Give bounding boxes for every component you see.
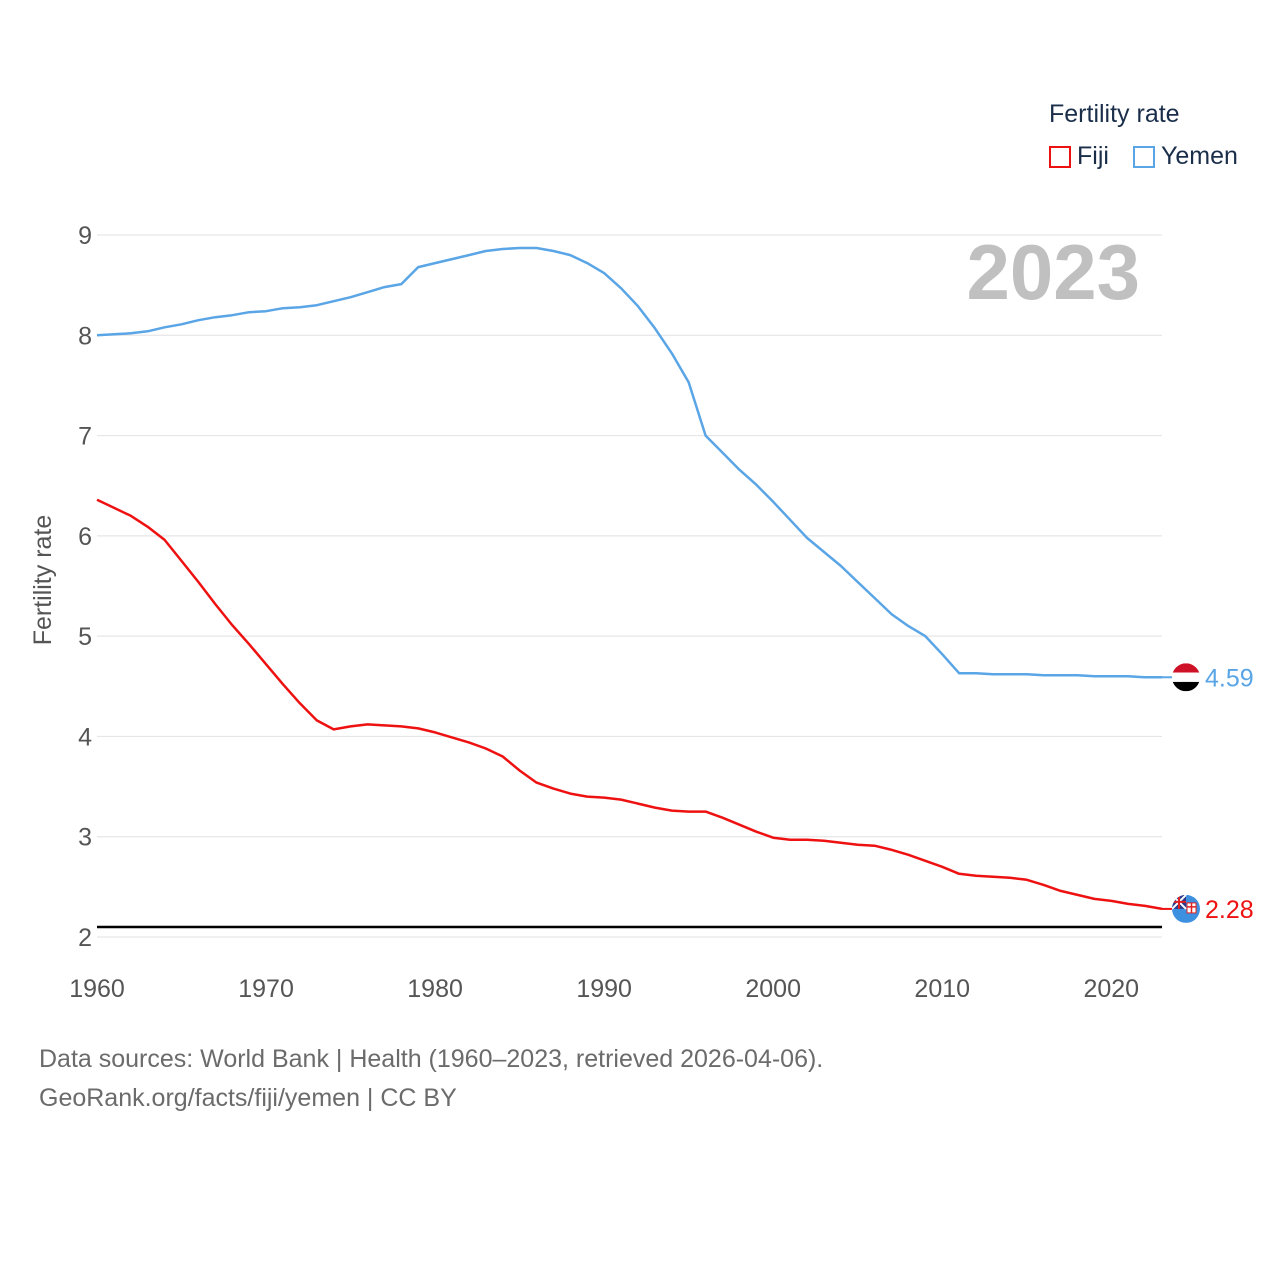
series-line-yemen xyxy=(96,246,1162,679)
footer-attribution[interactable]: GeoRank.org/facts/fiji/yemen | CC BY xyxy=(39,1084,457,1112)
y-axis-label: Fertility rate xyxy=(29,515,57,646)
y-tick-label: 2 xyxy=(78,924,92,952)
y-tick-label: 3 xyxy=(78,824,92,852)
series-line-fiji xyxy=(96,498,1163,911)
flag-fiji-icon xyxy=(1172,894,1200,923)
y-tick-label: 6 xyxy=(78,523,92,551)
gridlines xyxy=(97,234,1162,938)
legend-label-fiji: Fiji xyxy=(1077,142,1109,170)
y-axis-ticks: 2 3 4 5 6 7 8 9 xyxy=(78,222,92,952)
x-tick-label: 2020 xyxy=(1083,975,1139,1003)
year-label: 2023 xyxy=(966,228,1140,316)
y-tick-label: 7 xyxy=(78,423,92,451)
legend-swatch-yemen xyxy=(1133,145,1155,168)
end-markers: 2.28 4.59 xyxy=(1162,663,1254,924)
y-tick-label: 8 xyxy=(78,322,92,350)
legend-item-fiji[interactable]: Fiji xyxy=(1049,142,1109,171)
y-tick-label: 5 xyxy=(78,623,92,651)
flag-yemen-icon xyxy=(1172,663,1200,692)
x-tick-label: 1970 xyxy=(238,975,294,1003)
legend-swatch-fiji xyxy=(1049,145,1071,168)
footer-sources: Data sources: World Bank | Health (1960–… xyxy=(39,1045,824,1073)
legend-item-yemen[interactable]: Yemen xyxy=(1133,142,1238,171)
end-value-label-fiji: 2.28 xyxy=(1205,896,1254,924)
x-tick-label: 2010 xyxy=(914,975,970,1003)
legend-title: Fertility rate xyxy=(1049,100,1180,128)
y-tick-label: 9 xyxy=(78,222,92,250)
x-tick-label: 1960 xyxy=(69,975,125,1003)
x-axis-ticks: 1960 1970 1980 1990 2000 2010 2020 xyxy=(69,975,1139,1003)
legend-label-yemen: Yemen xyxy=(1161,142,1238,170)
x-tick-label: 1990 xyxy=(576,975,632,1003)
x-tick-label: 1980 xyxy=(407,975,463,1003)
x-tick-label: 2000 xyxy=(745,975,801,1003)
series-lines xyxy=(96,246,1163,911)
end-value-label-yemen: 4.59 xyxy=(1205,664,1254,692)
y-tick-label: 4 xyxy=(78,723,92,751)
